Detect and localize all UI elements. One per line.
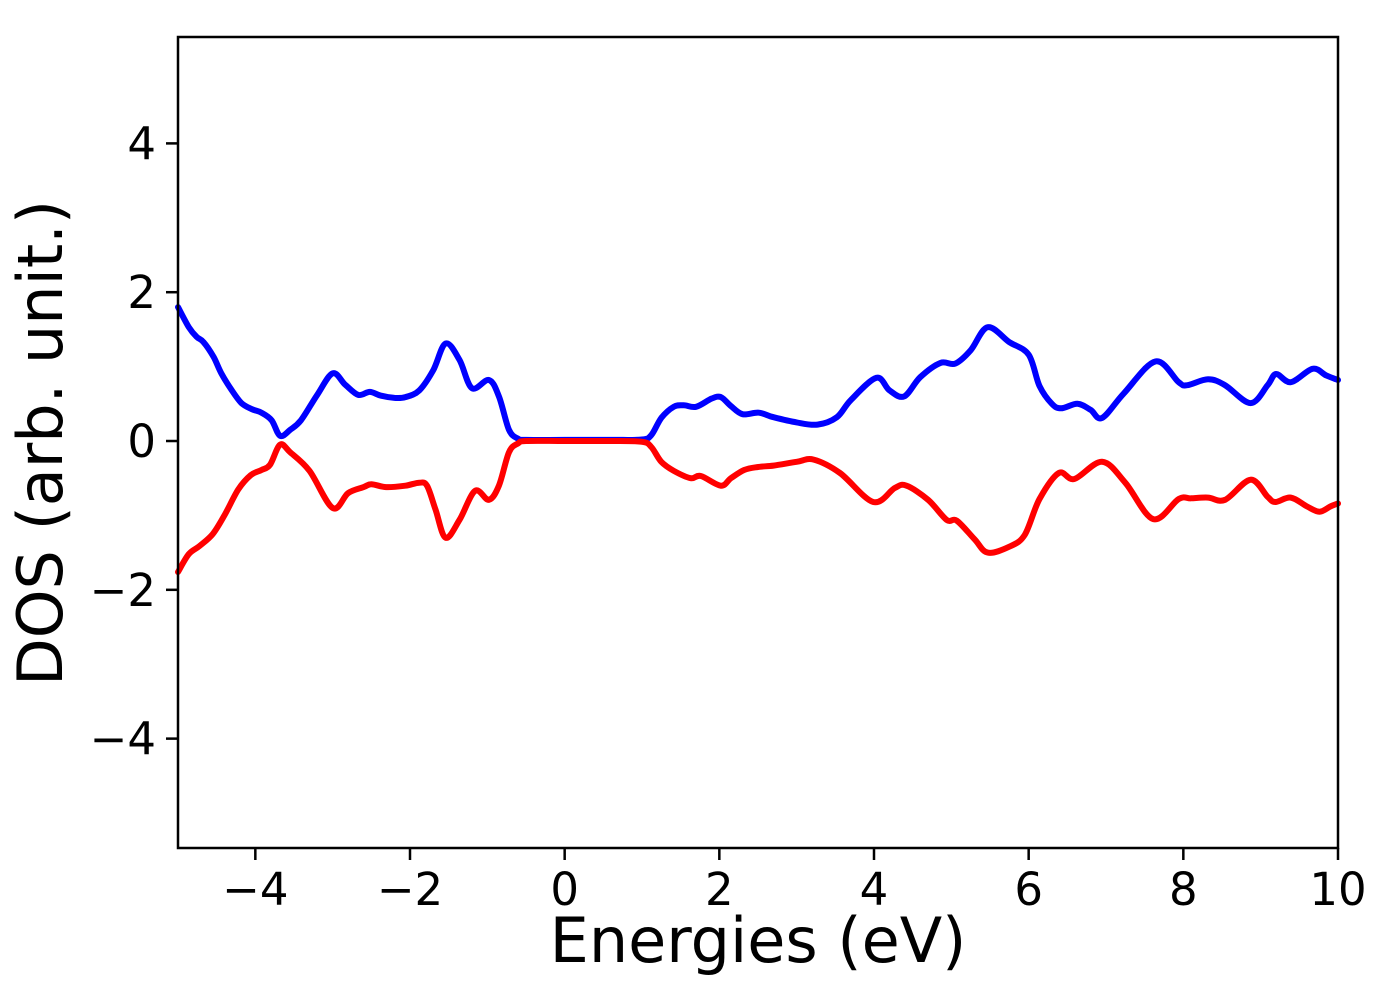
x-tick-label-2: 0 xyxy=(550,863,579,916)
y-tick-label-3: 2 xyxy=(127,266,156,319)
spin-up-dos-curve xyxy=(175,304,1341,443)
plot-border xyxy=(176,35,1340,850)
x-tick-label-6: 8 xyxy=(1169,863,1198,916)
x-tick-label-1: −2 xyxy=(377,863,443,916)
y-tick-label-1: −2 xyxy=(90,564,156,617)
y-tick-label-0: −4 xyxy=(90,713,156,766)
y-tick-label-4: 4 xyxy=(127,117,156,170)
x-tick-label-3: 2 xyxy=(705,863,734,916)
y-axis-label: DOS (arb. unit.) xyxy=(4,200,77,686)
y-tick-label-2: 0 xyxy=(127,415,156,468)
x-axis-label: Energies (eV) xyxy=(550,904,967,977)
x-tick-label-5: 6 xyxy=(1014,863,1043,916)
x-tick-label-7: 10 xyxy=(1309,863,1366,916)
x-tick-label-4: 4 xyxy=(860,863,889,916)
spin-down-dos-curve xyxy=(175,437,1341,575)
x-tick-label-0: −4 xyxy=(222,863,288,916)
